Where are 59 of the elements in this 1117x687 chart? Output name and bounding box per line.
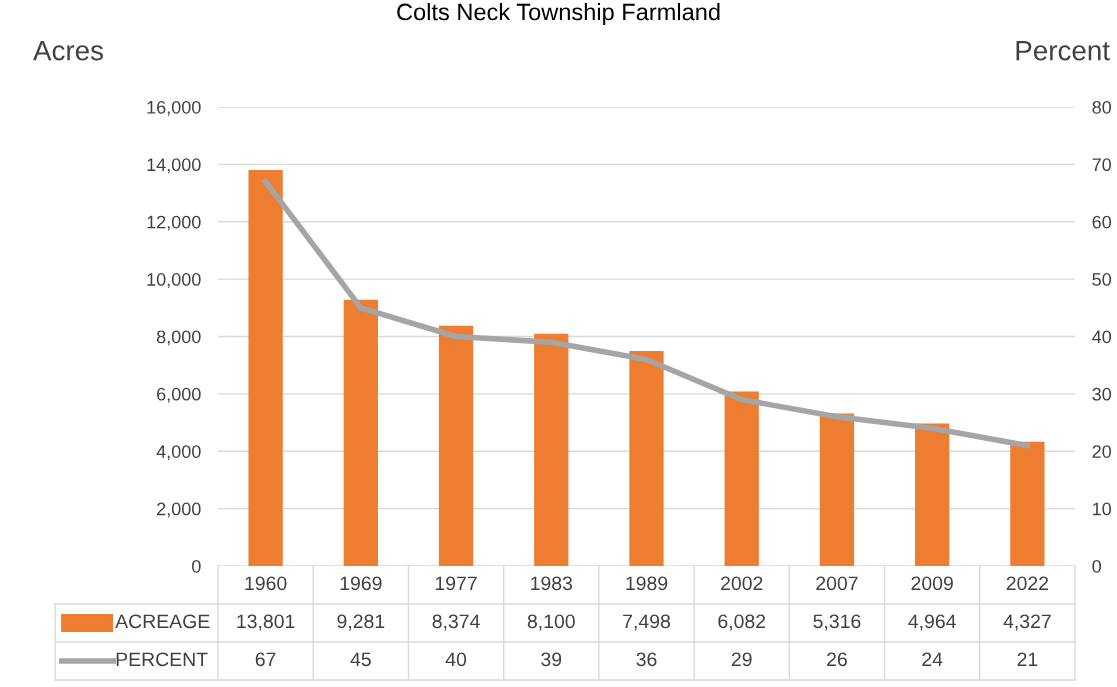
y-tick-label: 16,000 [147, 100, 201, 116]
data-label: 5,316 [813, 614, 861, 631]
y2-axis-title: Percent [1016, 41, 1110, 61]
y-tick-label: 14,000 [147, 158, 201, 174]
y2-tick-label: 30 [1092, 387, 1112, 401]
x-tick-label: 1977 [435, 576, 477, 591]
data-label: 8,374 [432, 614, 480, 631]
data-label: 36 [636, 652, 657, 667]
bar [248, 170, 283, 566]
legend-label: PERCENT [116, 652, 208, 667]
x-tick-label: 2007 [816, 576, 858, 591]
y2-tick-label: 0 [1092, 559, 1101, 573]
bar [1010, 441, 1045, 566]
y-tick-label: 6,000 [157, 387, 201, 403]
data-label: 29 [731, 652, 752, 667]
bar [629, 350, 664, 566]
data-label: 6,082 [718, 614, 766, 631]
x-tick-label: 1960 [245, 576, 287, 591]
y2-tick-label: 10 [1093, 502, 1112, 516]
x-tick-label: 1989 [626, 576, 668, 591]
y-tick-label: 8,000 [156, 330, 201, 346]
x-tick-label: 1969 [340, 576, 382, 591]
data-label: 4,964 [908, 614, 956, 631]
bar [438, 325, 474, 566]
x-tick-label: 1983 [531, 576, 573, 591]
y-tick-label: 12,000 [147, 215, 201, 231]
data-label: 4,327 [1003, 614, 1051, 631]
y2-tick-label: 50 [1092, 273, 1112, 286]
bar [534, 333, 569, 566]
y2-tick-label: 80 [1092, 100, 1112, 114]
data-label: 24 [922, 652, 943, 667]
data-label: 21 [1017, 652, 1038, 667]
chart-title: Colts Neck Township Farmland [397, 3, 720, 25]
data-label: 67 [255, 652, 276, 667]
data-label: 39 [541, 652, 562, 667]
data-label: 40 [445, 652, 467, 667]
bar [343, 299, 378, 566]
y-tick-label: 0 [192, 559, 201, 573]
data-label: 9,281 [337, 614, 385, 631]
bar [819, 413, 855, 566]
data-label: 26 [827, 652, 847, 667]
legend-label: ACREAGE [115, 614, 210, 629]
x-tick-label: 2002 [721, 576, 763, 591]
y2-tick-label: 60 [1092, 215, 1112, 229]
bar [915, 423, 950, 566]
y2-tick-label: 40 [1092, 330, 1112, 344]
bar [724, 391, 759, 566]
data-label: 13,801 [237, 614, 295, 631]
y-tick-label: 4,000 [156, 445, 201, 461]
data-label: 45 [350, 652, 371, 667]
x-tick-label: 2022 [1006, 576, 1049, 591]
data-label: 7,498 [623, 614, 670, 631]
y-tick-label: 2,000 [157, 502, 201, 518]
y2-tick-label: 20 [1092, 445, 1112, 458]
y-tick-label: 10,000 [147, 273, 201, 288]
y-axis-title: Acres [33, 41, 103, 61]
data-label: 8,100 [527, 614, 575, 631]
y2-tick-label: 70 [1092, 158, 1112, 172]
x-tick-label: 2009 [911, 576, 953, 591]
